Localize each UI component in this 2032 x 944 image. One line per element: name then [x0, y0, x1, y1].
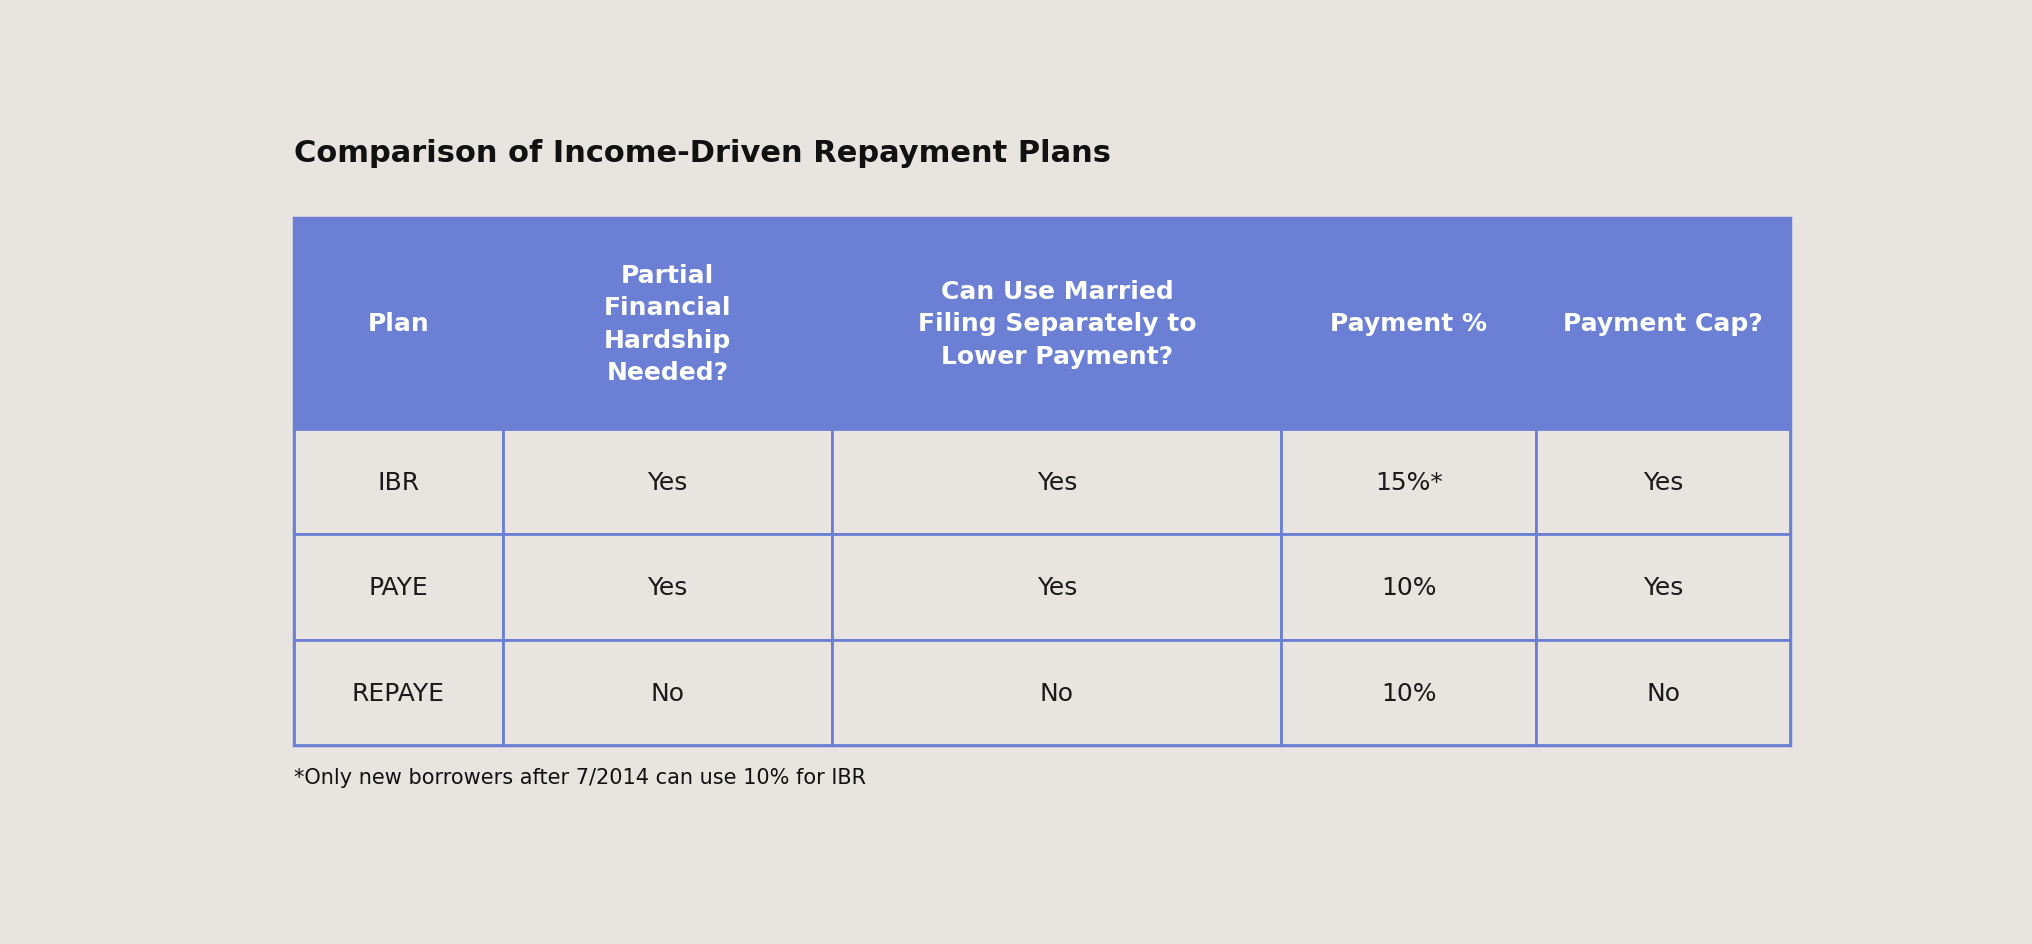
FancyBboxPatch shape — [1534, 535, 1790, 640]
Text: Payment Cap?: Payment Cap? — [1563, 312, 1762, 336]
Text: Yes: Yes — [1642, 470, 1682, 494]
Text: No: No — [1040, 681, 1073, 705]
FancyBboxPatch shape — [293, 219, 1790, 746]
FancyBboxPatch shape — [1280, 535, 1534, 640]
Text: Yes: Yes — [648, 576, 687, 599]
Text: 15%*: 15%* — [1374, 470, 1443, 494]
FancyBboxPatch shape — [502, 640, 831, 746]
FancyBboxPatch shape — [1534, 430, 1790, 535]
FancyBboxPatch shape — [1280, 430, 1534, 535]
Text: No: No — [650, 681, 685, 705]
Text: *Only new borrowers after 7/2014 can use 10% for IBR: *Only new borrowers after 7/2014 can use… — [293, 767, 866, 787]
Text: 10%: 10% — [1380, 576, 1437, 599]
Text: Yes: Yes — [1642, 576, 1682, 599]
Text: Comparison of Income-Driven Repayment Plans: Comparison of Income-Driven Repayment Pl… — [293, 139, 1109, 168]
FancyBboxPatch shape — [293, 535, 502, 640]
FancyBboxPatch shape — [831, 535, 1280, 640]
FancyBboxPatch shape — [293, 640, 502, 746]
FancyBboxPatch shape — [1534, 219, 1790, 430]
Text: Yes: Yes — [1036, 576, 1077, 599]
FancyBboxPatch shape — [1280, 219, 1534, 430]
Text: IBR: IBR — [378, 470, 419, 494]
Text: Payment %: Payment % — [1329, 312, 1485, 336]
FancyBboxPatch shape — [502, 430, 831, 535]
Text: PAYE: PAYE — [368, 576, 429, 599]
FancyBboxPatch shape — [831, 640, 1280, 746]
Text: Plan: Plan — [368, 312, 429, 336]
FancyBboxPatch shape — [502, 535, 831, 640]
Text: Can Use Married
Filing Separately to
Lower Payment?: Can Use Married Filing Separately to Low… — [916, 279, 1195, 368]
Text: Yes: Yes — [1036, 470, 1077, 494]
Text: Partial
Financial
Hardship
Needed?: Partial Financial Hardship Needed? — [604, 263, 732, 385]
FancyBboxPatch shape — [1280, 640, 1534, 746]
FancyBboxPatch shape — [293, 219, 502, 430]
FancyBboxPatch shape — [831, 219, 1280, 430]
Text: REPAYE: REPAYE — [352, 681, 445, 705]
Text: 10%: 10% — [1380, 681, 1437, 705]
FancyBboxPatch shape — [1534, 640, 1790, 746]
FancyBboxPatch shape — [502, 219, 831, 430]
Text: Yes: Yes — [648, 470, 687, 494]
Text: No: No — [1646, 681, 1678, 705]
FancyBboxPatch shape — [293, 430, 502, 535]
FancyBboxPatch shape — [831, 430, 1280, 535]
